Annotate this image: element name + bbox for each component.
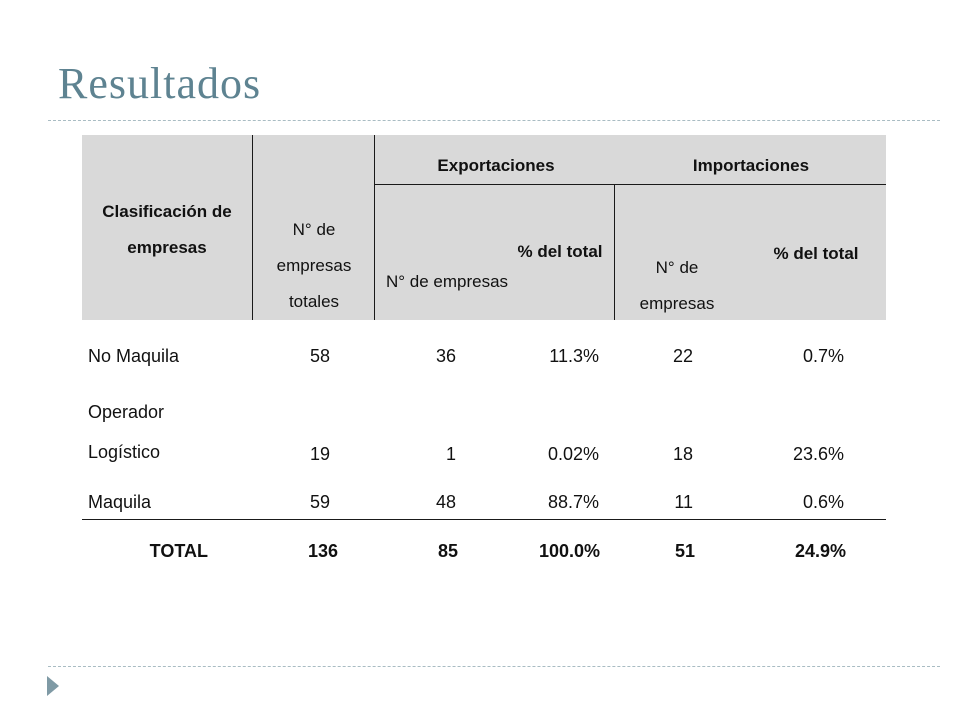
row-no-maquila-imp-pct: 0.7%: [802, 346, 844, 366]
header-divider: [374, 184, 886, 185]
total-label: TOTAL: [149, 541, 208, 561]
footer-divider: [48, 666, 940, 667]
row-no-maquila-clasificacion: No Maquila: [88, 346, 180, 366]
header-exp-pct: % del total: [517, 242, 603, 261]
header-exp-empresas: N° de empresas: [385, 272, 509, 291]
row-operador-imp-n: 18: [672, 444, 693, 464]
row-operador-exp-pct: 0.02%: [547, 444, 599, 464]
row-no-maquila-exp-pct: 11.3%: [549, 346, 599, 366]
row-maquila-imp-pct: 0.6%: [802, 492, 844, 512]
table-header-background: [82, 135, 886, 320]
total-exp-n: 85: [437, 541, 458, 561]
header-clasificacion: Clasificación de empresas: [102, 202, 232, 257]
header-imp-pct: % del total: [773, 244, 859, 263]
row-maquila-totales: 59: [309, 492, 330, 512]
row-no-maquila-imp-n: 22: [672, 346, 693, 366]
total-imp-n: 51: [674, 541, 695, 561]
row-maquila-exp-n: 48: [435, 492, 456, 512]
row-operador-totales: 19: [309, 444, 330, 464]
row-operador-imp-pct: 23.6%: [792, 444, 844, 464]
triangle-bullet-icon: [47, 676, 59, 696]
header-empresas-totales: N° de empresas totales: [276, 220, 352, 311]
title-divider: [48, 120, 940, 121]
header-importaciones: Importaciones: [692, 156, 810, 175]
total-imp-pct: 24.9%: [794, 541, 846, 561]
header-exportaciones: Exportaciones: [437, 156, 555, 175]
header-divider: [252, 135, 253, 320]
row-operador-clasificacion: Operador Logístico: [88, 402, 165, 462]
slide-title: Resultados: [58, 59, 262, 108]
row-operador-exp-n: 1: [445, 444, 456, 464]
total-divider: [82, 519, 886, 520]
row-maquila-imp-n: 11: [674, 492, 693, 512]
total-exp-pct: 100.0%: [538, 541, 600, 561]
row-no-maquila-totales: 58: [309, 346, 330, 366]
row-maquila-clasificacion: Maquila: [88, 492, 152, 512]
total-totales: 136: [307, 541, 338, 561]
header-divider: [374, 135, 375, 320]
header-imp-empresas: N° de empresas: [639, 258, 715, 313]
row-maquila-exp-pct: 88.7%: [547, 492, 599, 512]
row-no-maquila-exp-n: 36: [435, 346, 456, 366]
header-divider: [614, 185, 615, 320]
